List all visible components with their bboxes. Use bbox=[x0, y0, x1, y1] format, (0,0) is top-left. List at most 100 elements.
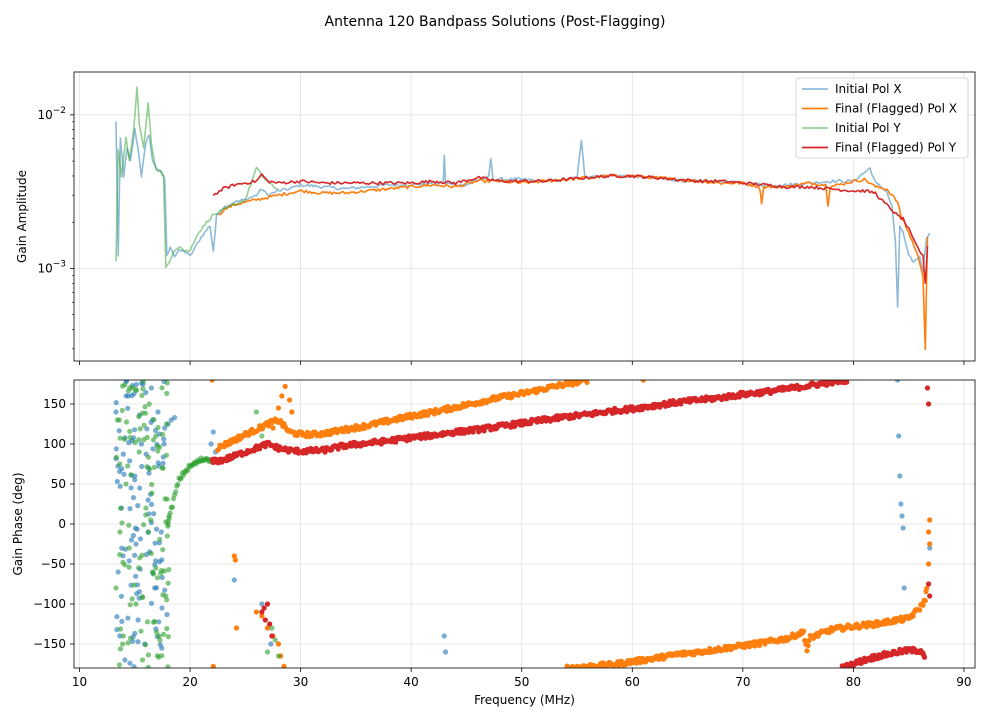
phase-point bbox=[145, 529, 151, 535]
phase-point bbox=[151, 417, 157, 423]
phase-point bbox=[154, 653, 160, 659]
phase-point bbox=[127, 434, 133, 441]
phase-point bbox=[133, 387, 139, 394]
phase-point bbox=[114, 614, 120, 620]
phase-xtick-label: 90 bbox=[956, 675, 971, 689]
phase-point bbox=[927, 593, 933, 599]
phase-point bbox=[120, 641, 126, 647]
phase-point bbox=[824, 382, 830, 388]
legend-label-initial-pol-y: Initial Pol Y bbox=[835, 121, 901, 135]
phase-point bbox=[896, 433, 902, 439]
amp-line-final-pol-y bbox=[212, 173, 929, 285]
phase-point bbox=[119, 407, 125, 413]
phase-point bbox=[137, 536, 143, 542]
legend-label-final-pol-x: Final (Flagged) Pol X bbox=[835, 102, 957, 116]
phase-point bbox=[131, 582, 137, 588]
phase-ytick-label: 0 bbox=[58, 517, 66, 531]
phase-point bbox=[805, 642, 811, 649]
phase-point bbox=[470, 429, 476, 435]
phase-point bbox=[142, 642, 148, 648]
phase-point bbox=[136, 565, 142, 571]
phase-point bbox=[113, 400, 119, 406]
phase-point bbox=[159, 385, 165, 391]
phase-point bbox=[128, 472, 134, 478]
phase-point bbox=[756, 642, 763, 649]
phase-xtick-label: 10 bbox=[72, 675, 87, 689]
phase-point bbox=[164, 597, 170, 603]
phase-point bbox=[144, 464, 150, 470]
phase-point bbox=[117, 646, 124, 652]
phase-point bbox=[142, 404, 148, 410]
phase-point bbox=[141, 522, 147, 528]
phase-point bbox=[113, 446, 119, 452]
phase-point bbox=[801, 628, 807, 634]
phase-point bbox=[910, 613, 916, 619]
phase-xlabel: Frequency (MHz) bbox=[474, 693, 575, 707]
phase-point bbox=[157, 637, 163, 643]
phase-point bbox=[272, 637, 278, 643]
phase-point bbox=[127, 385, 133, 391]
phase-point bbox=[125, 640, 131, 646]
phase-point bbox=[175, 481, 181, 487]
phase-xtick-label: 30 bbox=[293, 675, 308, 689]
phase-point bbox=[897, 473, 903, 479]
phase-point bbox=[844, 380, 850, 385]
phase-point bbox=[259, 601, 265, 607]
phase-point bbox=[164, 421, 170, 427]
phase-point bbox=[253, 609, 259, 615]
phase-point bbox=[144, 426, 150, 432]
amp-ytick-label: 10−3 bbox=[37, 259, 66, 275]
phase-ylabel: Gain Phase (deg) bbox=[11, 472, 25, 575]
phase-point bbox=[231, 577, 237, 583]
phase-xtick-label: 70 bbox=[735, 675, 750, 689]
phase-point bbox=[159, 557, 165, 563]
phase-point bbox=[117, 435, 123, 441]
phase-point bbox=[144, 619, 151, 625]
phase-point bbox=[143, 512, 149, 518]
phase-point bbox=[127, 602, 133, 608]
phase-point bbox=[148, 501, 155, 507]
phase-point bbox=[158, 529, 164, 535]
phase-point bbox=[165, 580, 171, 586]
phase-point bbox=[165, 634, 171, 640]
phase-point bbox=[275, 405, 282, 411]
phase-point bbox=[127, 458, 133, 464]
phase-point bbox=[161, 441, 167, 447]
phase-point bbox=[264, 649, 271, 655]
phase-point bbox=[261, 605, 267, 611]
phase-point bbox=[132, 552, 138, 558]
phase-point bbox=[118, 505, 124, 511]
phase-point bbox=[133, 573, 139, 579]
phase-point bbox=[123, 481, 129, 487]
phase-point bbox=[125, 463, 131, 469]
phase-point bbox=[924, 585, 930, 591]
phase-point bbox=[267, 621, 273, 627]
figure-title: Antenna 120 Bandpass Solutions (Post-Fla… bbox=[325, 14, 666, 30]
phase-point bbox=[143, 390, 149, 396]
phase-point bbox=[134, 591, 140, 597]
phase-point bbox=[441, 633, 447, 639]
phase-point bbox=[924, 385, 931, 391]
phase-point bbox=[145, 664, 151, 668]
phase-point bbox=[166, 567, 172, 573]
phase-point bbox=[118, 593, 124, 599]
phase-point bbox=[127, 506, 133, 512]
phase-point bbox=[125, 615, 131, 621]
phase-point bbox=[115, 569, 121, 575]
phase-point bbox=[130, 532, 136, 539]
phase-point bbox=[135, 503, 141, 509]
phase-point bbox=[135, 617, 141, 623]
phase-point bbox=[129, 596, 135, 602]
phase-point bbox=[926, 561, 932, 567]
phase-point bbox=[802, 637, 808, 644]
phase-point bbox=[926, 401, 932, 407]
phase-point bbox=[123, 393, 129, 399]
phase-point bbox=[922, 598, 928, 604]
phase-point bbox=[266, 423, 272, 429]
phase-point bbox=[164, 626, 170, 632]
phase-point bbox=[120, 633, 126, 639]
phase-series-final-pol-x bbox=[209, 380, 933, 668]
phase-point bbox=[804, 648, 810, 654]
phase-point bbox=[145, 652, 151, 658]
phase-point bbox=[259, 613, 265, 619]
